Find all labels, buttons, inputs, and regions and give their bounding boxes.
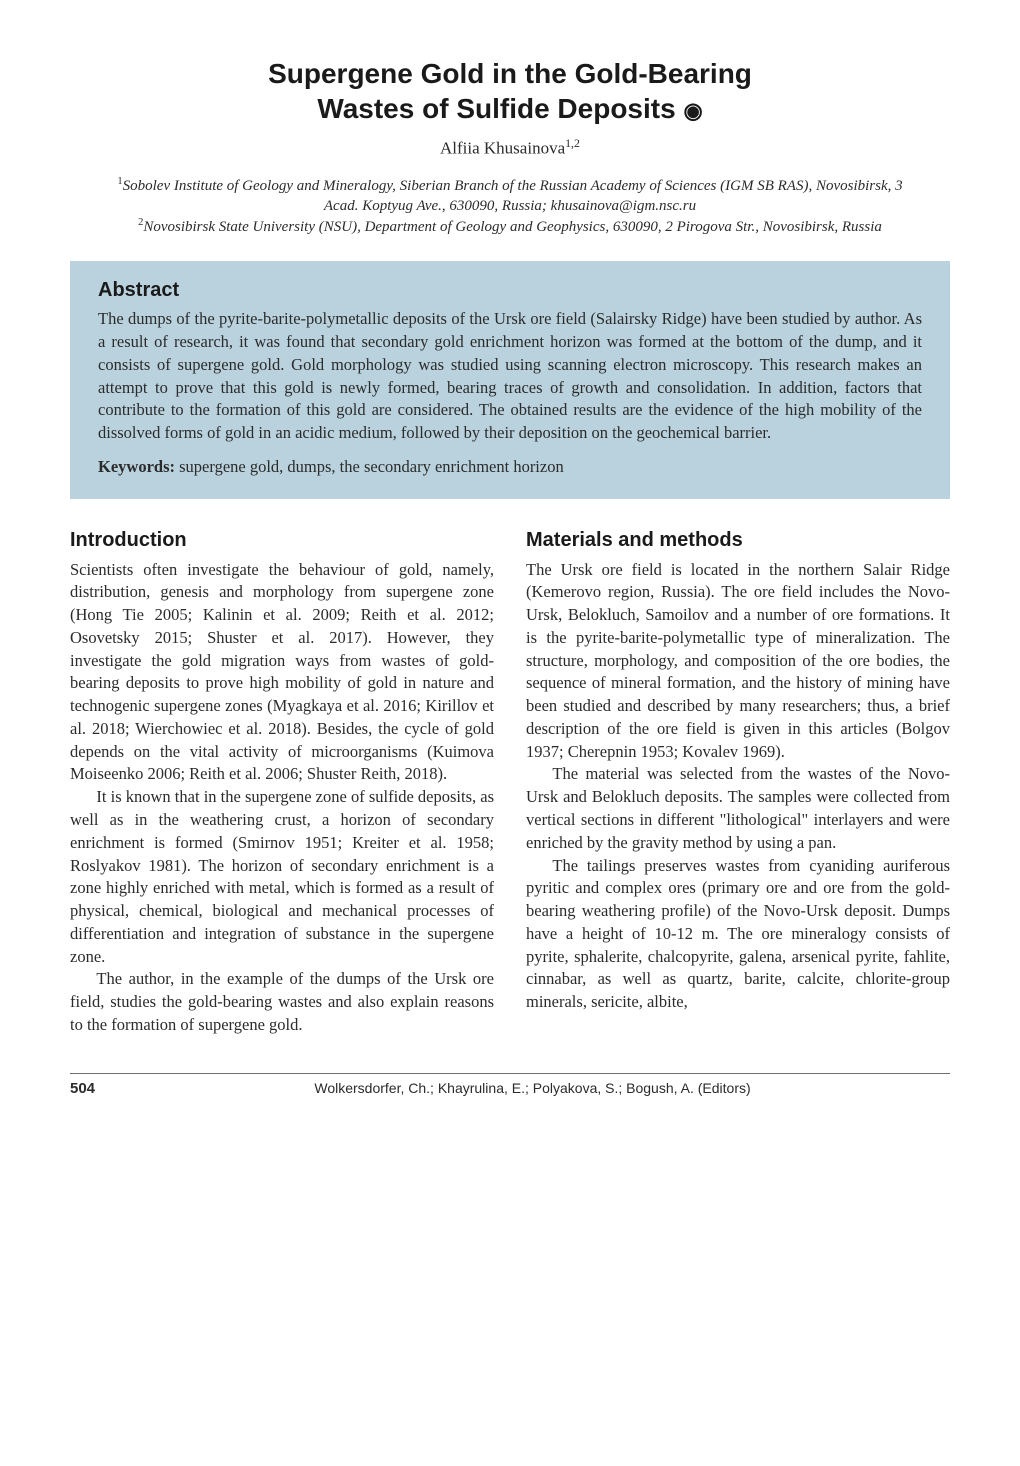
abstract-heading: Abstract bbox=[98, 279, 922, 302]
page-footer: 504 Wolkersdorfer, Ch.; Khayrulina, E.; … bbox=[70, 1073, 950, 1097]
author-name: Alfiia Khusainova bbox=[440, 139, 565, 158]
materials-methods-heading: Materials and methods bbox=[526, 527, 950, 555]
presentation-icon: ◉ bbox=[683, 98, 702, 123]
intro-para-3: The author, in the example of the dumps … bbox=[70, 968, 494, 1036]
mm-para-1: The Ursk ore field is located in the nor… bbox=[526, 559, 950, 764]
author-superscript: 1,2 bbox=[565, 136, 580, 150]
author-line: Alfiia Khusainova1,2 bbox=[70, 136, 950, 159]
keywords-label: Keywords: bbox=[98, 457, 179, 476]
article-title: Supergene Gold in the Gold-Bearing Waste… bbox=[70, 56, 950, 126]
affil-2-text: Novosibirsk State University (NSU), Depa… bbox=[143, 219, 882, 235]
introduction-heading: Introduction bbox=[70, 527, 494, 555]
abstract-text: The dumps of the pyrite-barite-polymetal… bbox=[98, 308, 922, 445]
affil-1-text: Sobolev Institute of Geology and Mineral… bbox=[123, 178, 903, 214]
title-line-2: Wastes of Sulfide Deposits bbox=[317, 93, 675, 124]
mm-para-2: The material was selected from the waste… bbox=[526, 763, 950, 854]
abstract-box: Abstract The dumps of the pyrite-barite-… bbox=[70, 261, 950, 499]
page: Supergene Gold in the Gold-Bearing Waste… bbox=[0, 0, 1020, 1137]
mm-para-3: The tailings preserves wastes from cyani… bbox=[526, 855, 950, 1014]
intro-para-2: It is known that in the supergene zone o… bbox=[70, 786, 494, 968]
keywords-text: supergene gold, dumps, the secondary enr… bbox=[179, 457, 564, 476]
column-left: Introduction Scientists often investigat… bbox=[70, 527, 494, 1037]
title-line-1: Supergene Gold in the Gold-Bearing bbox=[268, 58, 752, 89]
column-right: Materials and methods The Ursk ore field… bbox=[526, 527, 950, 1037]
page-number: 504 bbox=[70, 1080, 95, 1097]
body-columns: Introduction Scientists often investigat… bbox=[70, 527, 950, 1037]
footer-editors: Wolkersdorfer, Ch.; Khayrulina, E.; Poly… bbox=[115, 1080, 950, 1096]
intro-para-1: Scientists often investigate the behavio… bbox=[70, 559, 494, 787]
keywords-line: Keywords: supergene gold, dumps, the sec… bbox=[98, 457, 922, 477]
affiliations: 1Sobolev Institute of Geology and Minera… bbox=[100, 175, 920, 238]
